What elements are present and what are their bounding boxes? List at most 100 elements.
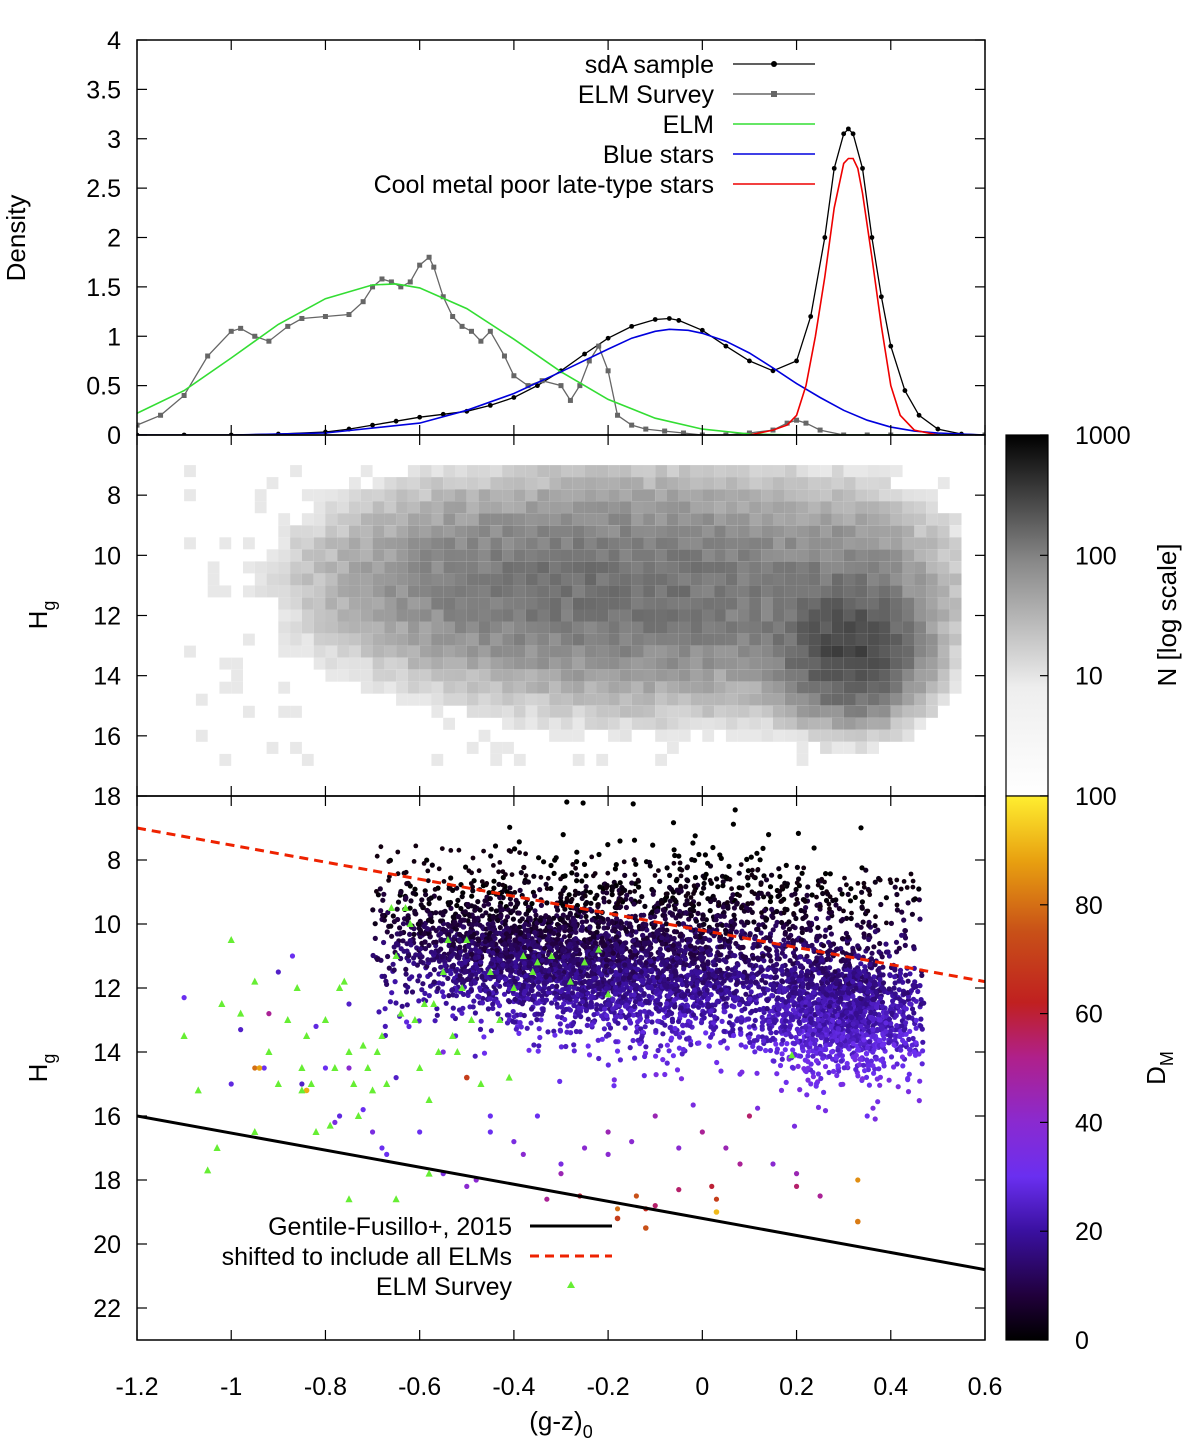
heatmap-cell — [502, 561, 514, 574]
heatmap-cell — [537, 597, 550, 610]
heatmap-cell — [572, 525, 585, 538]
scatter-point — [611, 1077, 617, 1083]
heatmap-cell — [643, 609, 656, 622]
heatmap-cell — [549, 609, 561, 622]
heatmap-cell — [714, 501, 726, 514]
heatmap-cell — [643, 549, 656, 562]
scatter-point — [476, 937, 482, 944]
heatmap-cell — [337, 549, 349, 562]
scatter-point — [690, 1003, 697, 1009]
heatmap-cell — [490, 585, 503, 598]
scatter-point — [573, 1028, 580, 1035]
series-point-1-12 — [360, 299, 366, 305]
scatter-point — [608, 961, 614, 967]
heatmap-cell — [714, 525, 726, 538]
heatmap-cell — [808, 501, 821, 514]
heatmap-cell — [372, 585, 385, 598]
scatter-point — [573, 997, 579, 1003]
heatmap-cell — [466, 705, 479, 718]
series-point-1-9 — [299, 315, 305, 321]
scatter-point — [514, 901, 520, 907]
heatmap-cell — [537, 573, 550, 586]
heatmap-cell — [902, 573, 915, 586]
heatmap-cell — [667, 537, 679, 550]
scatter-point — [703, 1030, 709, 1036]
density-tick-label-5: 2.5 — [86, 175, 121, 203]
heatmap-cell — [537, 645, 550, 658]
heatmap-cell — [443, 513, 455, 526]
heatmap-cell — [325, 609, 338, 622]
scatter-point — [462, 968, 469, 974]
heatmap-cell — [690, 645, 703, 658]
scatter-point — [622, 962, 628, 968]
scatter-point — [774, 948, 780, 954]
heatmap-cell — [443, 621, 455, 634]
heatmap-cell — [619, 693, 632, 706]
heatmap-cell — [808, 717, 821, 730]
heatmap-cell — [290, 741, 302, 754]
heatmap-cell — [937, 561, 950, 574]
scatter-point — [624, 968, 630, 974]
heatmap-cell — [301, 645, 314, 658]
scatter-point — [674, 977, 680, 983]
scatter-point — [389, 933, 395, 939]
heatmap-cell — [890, 537, 903, 550]
heatmap-cell — [478, 705, 491, 718]
heatmap-cell — [407, 489, 420, 502]
heatmap-cell — [572, 561, 585, 574]
heatmap-cell — [608, 621, 620, 634]
heatmap-cell — [349, 633, 361, 646]
heatmap-cell — [384, 585, 397, 598]
heatmap-cell — [478, 465, 491, 478]
heatmap-cell — [796, 585, 809, 598]
series-point-1-41 — [680, 430, 686, 435]
scatter-point — [455, 897, 461, 904]
scatter-point — [486, 991, 492, 997]
heatmap-cell — [313, 501, 326, 514]
scatter-point — [770, 914, 776, 921]
scatter-point — [700, 980, 706, 986]
scatter-point — [721, 996, 727, 1002]
scatter-point — [704, 997, 711, 1003]
heatmap-cell — [349, 525, 361, 538]
heatmap-cell — [407, 573, 420, 586]
heatmap-cell — [914, 657, 927, 670]
heatmap-cell — [478, 681, 491, 694]
density-legend: sdA sample ELM Survey ELM Blue stars Coo… — [374, 51, 815, 199]
heatmap-cell — [949, 561, 962, 574]
heatmap-cell — [608, 729, 620, 742]
heatmap-cell — [926, 525, 938, 538]
series-point-1-0 — [137, 422, 140, 428]
heatmap-cell — [749, 573, 762, 586]
heatmap-cell — [372, 657, 385, 670]
scatter-point — [392, 979, 398, 985]
heatmap-cell — [667, 609, 679, 622]
heatmap-cell — [914, 645, 927, 658]
heatmap-cell — [219, 681, 232, 694]
heatmap-cell — [784, 609, 797, 622]
heatmap-cell — [808, 561, 821, 574]
scatter-point — [389, 990, 395, 996]
heatmap-axis-label: Hg — [23, 601, 59, 630]
heatmap-cell — [949, 525, 962, 538]
heatmap-cell — [513, 693, 526, 706]
heatmap-cell — [737, 657, 750, 670]
scatter-point — [627, 1020, 633, 1026]
scatter-point — [610, 996, 616, 1003]
scatter-point — [446, 932, 452, 938]
heatmap-cell — [584, 501, 597, 514]
scatter-point — [694, 979, 701, 985]
heatmap-cell — [455, 573, 467, 586]
density-panel: 00.511.522.533.54 Density sdA sample ELM… — [1, 27, 986, 450]
scatter-point — [683, 962, 689, 968]
scatter-point — [708, 1008, 714, 1014]
heatmap-cell — [784, 465, 797, 478]
heatmap-cell — [349, 489, 361, 502]
heatmap-cell — [631, 609, 644, 622]
heatmap-cell — [349, 537, 361, 550]
heatmap-cell — [655, 621, 667, 634]
heatmap-cell — [502, 717, 514, 730]
scatter-point — [877, 940, 883, 947]
heatmap-cell — [561, 657, 573, 670]
